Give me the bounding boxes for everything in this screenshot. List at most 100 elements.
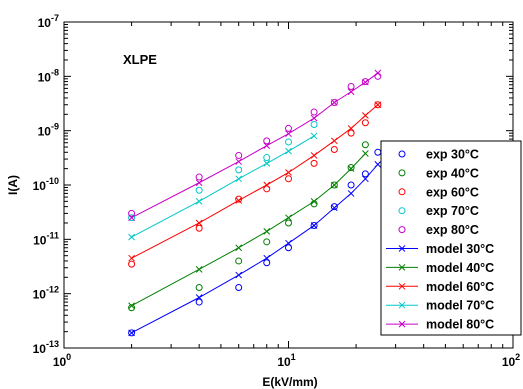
model-marker [235,158,243,165]
exp-marker [128,304,136,312]
exp-marker [361,170,369,178]
x-marker-stroke-b [398,282,406,290]
model-marker [347,88,355,96]
exp-marker [263,137,271,145]
model-marker [310,152,318,159]
legend-marker-circle [398,226,406,234]
model-marker [362,112,369,119]
model-marker [310,198,318,205]
exp-marker [361,78,369,86]
x-marker-stroke-b [263,142,271,150]
x-marker-stroke-b [362,112,369,119]
x-marker-stroke-b [235,244,243,252]
exp-marker [347,181,355,189]
model-marker [128,214,135,222]
legend-label: exp 70°C [426,204,479,218]
tick-labels: 100 101 102 10-13 10-12 10-11 10-10 10-9 10-8 10-… [33,13,521,369]
model-marker [330,204,338,212]
x-tick-label: 100 [53,352,71,369]
legend-item: model 70°C [386,299,494,313]
x-tick-label: 101 [277,352,295,369]
model-line [131,164,379,334]
legend-marker-x [398,301,406,309]
exp-marker [310,159,318,167]
x-marker-stroke-b [195,266,203,273]
model-marker [128,254,135,262]
legend-marker-circle [398,150,406,158]
chart-annotation: XLPE [123,52,157,67]
y-axis-title: I(A) [6,175,20,195]
model-line [131,72,379,219]
legend-label: model 60°C [426,280,494,294]
exp-marker [128,209,136,217]
x-marker-stroke-b [347,190,355,197]
model-marker [263,228,271,235]
legend-item: model 30°C [386,242,494,256]
model-marker [195,219,203,227]
legend-marker-circle [398,188,406,196]
y-tick-label: 10-13 [33,339,59,356]
x-marker-stroke-b [263,254,271,262]
x-marker-stroke-b [310,132,318,140]
model-marker [235,271,243,279]
x-marker-stroke-b [263,228,271,235]
model-marker [263,181,271,189]
y-tick-label: 10-9 [38,122,59,139]
legend-marker-circle [398,207,406,215]
x-marker-stroke-b [195,179,203,187]
x-marker-stroke-b [374,160,382,168]
exp-marker [263,185,271,193]
x-marker-stroke-b [330,99,338,106]
model-marker [347,125,355,132]
model-marker [128,329,135,337]
exp-marker [285,219,292,227]
x-marker-stroke-b [195,294,203,301]
x-marker-stroke-b [362,150,369,157]
x-marker-stroke-b [347,165,355,172]
exp-marker [285,138,292,146]
x-marker-stroke-b [398,264,406,271]
model-marker [374,160,382,168]
x-marker-stroke-b [285,169,292,176]
x-marker-stroke-b [128,233,135,241]
model-marker [285,130,292,138]
legend-marker-x [398,320,406,328]
y-tick-label: 10-8 [38,67,59,84]
model-marker [347,190,355,197]
x-marker-stroke-b [285,147,292,155]
exp-marker [263,259,271,267]
y-tick-label: 10-12 [33,285,59,302]
model-marker [310,132,318,140]
exp-marker [330,203,338,211]
data-markers [128,69,382,337]
exp-marker [263,238,271,246]
x-marker-stroke-b [310,198,318,205]
legend-label: model 40°C [426,261,494,275]
model-line [131,135,315,238]
model-marker [285,169,292,176]
legend-item: exp 80°C [398,223,479,237]
model-marker [285,147,292,155]
exp-marker [285,124,292,132]
exp-marker [195,283,203,291]
exp-marker [361,141,369,149]
x-marker-stroke-b [235,271,243,279]
y-tick-label: 10-10 [33,176,59,193]
x-axis-title: E(kV/mm) [262,375,317,389]
exp-marker [195,224,203,232]
x-marker-stroke-b [195,219,203,227]
model-marker [362,150,369,157]
exp-marker [285,244,292,252]
legend-label: exp 40°C [426,166,479,180]
legend-label: exp 60°C [426,185,479,199]
x-marker-stroke-b [235,197,243,204]
model-marker [330,137,338,145]
exp-marker [195,173,203,181]
legend-marker-x [398,264,406,271]
exp-marker [195,298,203,306]
model-marker [330,181,338,189]
model-marker [195,179,203,187]
exp-marker [347,82,355,90]
x-marker-stroke-b [128,214,135,222]
x-marker-stroke-b [285,214,292,222]
